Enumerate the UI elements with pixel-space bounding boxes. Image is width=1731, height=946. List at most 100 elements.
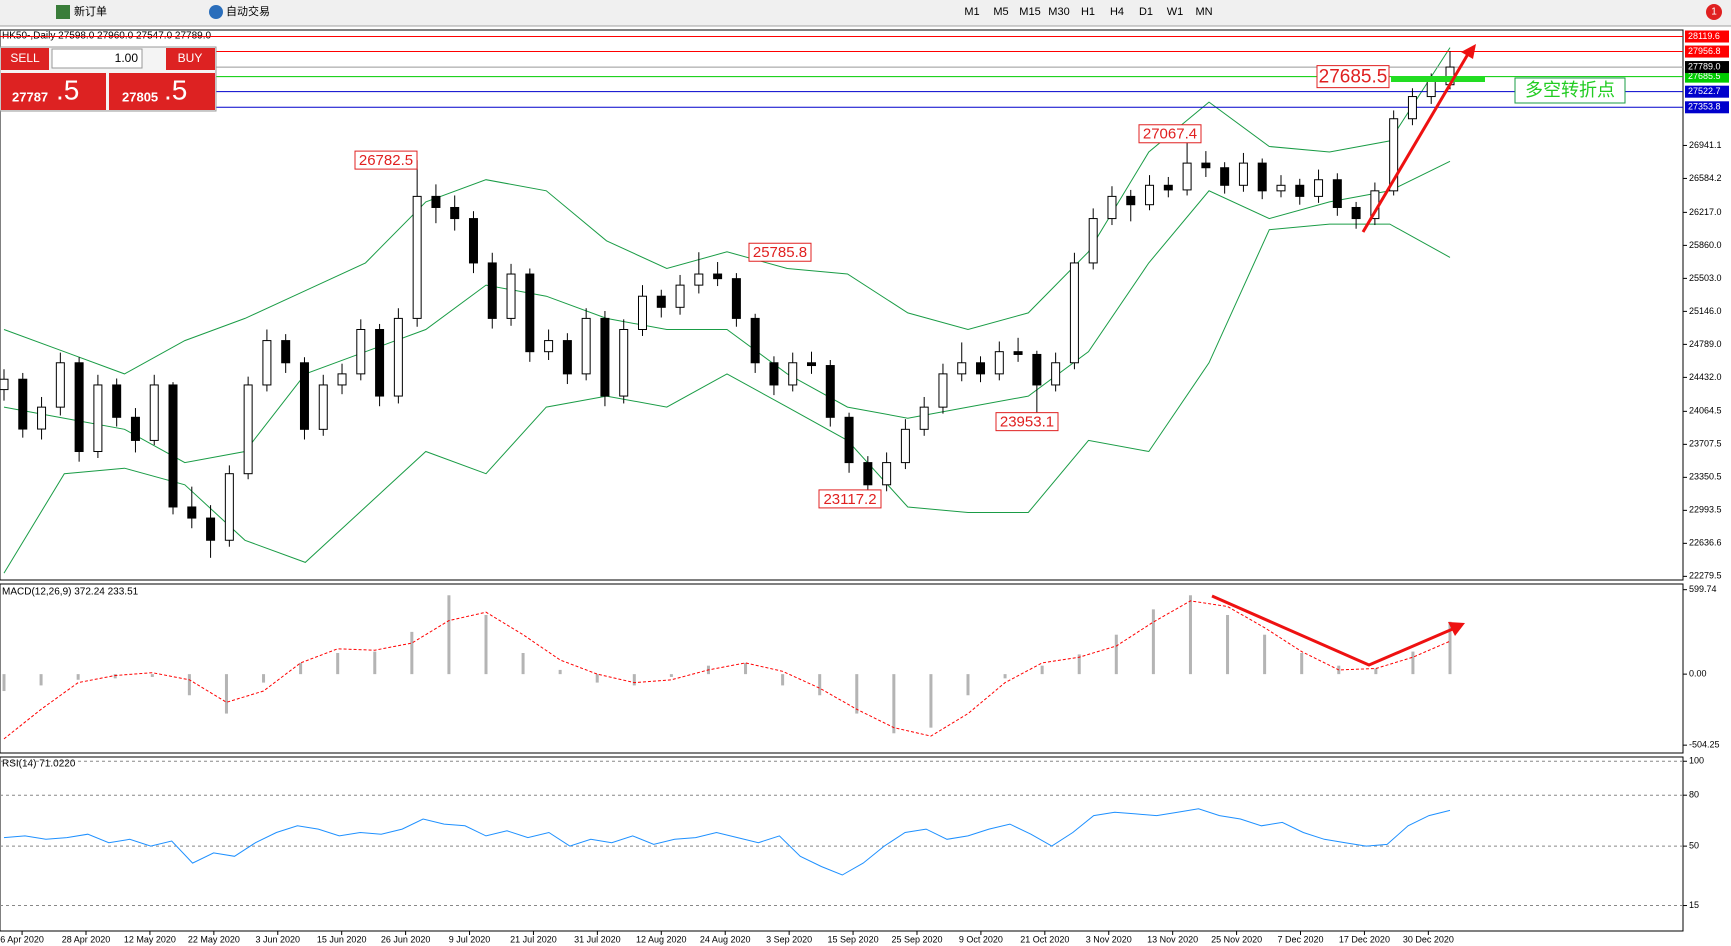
timeframe-button[interactable]: M5: [993, 6, 1008, 18]
x-tick-label: 9 Jul 2020: [449, 934, 491, 944]
price-level-label: 27956.8: [1688, 46, 1721, 56]
candle-body: [1295, 184, 1305, 197]
ask-box[interactable]: [109, 73, 215, 110]
macd-bar: [818, 674, 822, 696]
timeframe-button[interactable]: M15: [1019, 6, 1040, 18]
timeframe-button[interactable]: W1: [1167, 6, 1184, 18]
candle-body: [1088, 218, 1098, 264]
x-tick-label: 9 Oct 2020: [959, 934, 1003, 944]
candle-body: [206, 517, 216, 541]
rsi-line: [3, 808, 1451, 876]
candle-body: [318, 384, 328, 430]
timeframe-button[interactable]: M30: [1048, 6, 1069, 18]
timeframe-button[interactable]: MN: [1195, 6, 1212, 18]
x-tick-label: 3 Jun 2020: [255, 934, 300, 944]
candle-body: [994, 351, 1004, 375]
price-level-label: 27522.7: [1688, 86, 1721, 96]
rsi-title: RSI(14) 71.0220: [2, 759, 76, 770]
candle-body: [675, 284, 685, 308]
x-tick-label: 25 Sep 2020: [891, 934, 942, 944]
sell-label[interactable]: SELL: [10, 51, 40, 65]
candle-body: [788, 362, 798, 386]
autotrade-button[interactable]: 自动交易: [226, 4, 270, 18]
x-tick-label: 17 Dec 2020: [1339, 934, 1390, 944]
volume-value[interactable]: 1.00: [115, 51, 139, 65]
notification-badge[interactable]: [1706, 4, 1722, 20]
candle-body: [581, 317, 591, 375]
rsi-pane: [0, 756, 1684, 932]
candle-body: [55, 362, 65, 408]
y-tick-label: 24064.5: [1689, 406, 1722, 416]
bid-box[interactable]: [1, 73, 106, 110]
y-tick-label: 25503.0: [1689, 273, 1722, 283]
timeframe-button[interactable]: H4: [1110, 6, 1124, 18]
new-order-icon[interactable]: [56, 5, 70, 19]
buy-label[interactable]: BUY: [178, 51, 203, 65]
candle-body: [769, 362, 779, 386]
timeframe-button[interactable]: M1: [964, 6, 979, 18]
candle-body: [1126, 195, 1136, 206]
ask-main[interactable]: 27805: [122, 89, 158, 104]
timeframe-bar: M1 M5 M15 M30 H1 H4 D1 W1 MN: [964, 6, 1212, 18]
x-tick-label: 3 Sep 2020: [766, 934, 812, 944]
candle-body: [1238, 162, 1248, 186]
y-tick-label: 25146.0: [1689, 306, 1722, 316]
candle-body: [168, 384, 178, 508]
macd-bar: [521, 653, 525, 675]
volume-input[interactable]: [51, 48, 143, 69]
macd-bar: [1300, 653, 1304, 675]
price-level-tag: [1685, 45, 1729, 58]
notification-count[interactable]: 1: [1711, 7, 1717, 18]
macd-bar: [929, 674, 933, 728]
timeframe-button[interactable]: H1: [1081, 6, 1095, 18]
price-label: 25785.8: [753, 244, 807, 261]
buy-button[interactable]: [166, 48, 215, 70]
macd-title: MACD(12,26,9) 372.24 233.51: [2, 587, 139, 598]
ask-frac[interactable]: .5: [164, 74, 187, 105]
x-tick-label: 24 Aug 2020: [700, 934, 751, 944]
y-tick-label: 22636.6: [1689, 538, 1722, 548]
macd-bar: [595, 674, 599, 683]
candle-body: [506, 273, 516, 319]
macd-bar: [744, 662, 748, 675]
macd-bar: [410, 631, 414, 675]
candle-body: [600, 317, 610, 397]
toolbar: [0, 0, 1731, 26]
candle-body: [844, 416, 854, 464]
price-label: 27685.5: [1319, 67, 1388, 88]
candle-body: [1163, 184, 1173, 191]
bid-main[interactable]: 27787: [12, 89, 48, 104]
current-price-label: 27789.0: [1688, 61, 1721, 71]
price-label-box: [1138, 124, 1202, 144]
macd-bar: [447, 595, 451, 675]
y-tick-label: 26941.1: [1689, 140, 1722, 150]
macd-bar: [1151, 609, 1155, 675]
candle-body: [1407, 96, 1417, 120]
new-order-button[interactable]: 新订单: [74, 4, 107, 18]
bid-frac[interactable]: .5: [56, 74, 79, 105]
candle-body: [74, 362, 84, 453]
autotrade-icon[interactable]: [209, 5, 223, 19]
y-tick-label: 25860.0: [1689, 240, 1722, 250]
timeframe-button[interactable]: D1: [1139, 6, 1153, 18]
candle-body: [544, 340, 554, 353]
y-tick-label: 15: [1689, 900, 1699, 910]
macd-bar: [484, 614, 488, 675]
candle-body: [1332, 179, 1342, 208]
x-tick-label: 31 Jul 2020: [574, 934, 621, 944]
macd-bar: [1448, 621, 1452, 675]
candle-body: [1220, 167, 1230, 186]
macd-arrow-head: [1448, 622, 1465, 636]
y-tick-label: 80: [1689, 790, 1699, 800]
y-tick-label: -504.25: [1689, 740, 1720, 750]
price-label-box: [995, 412, 1059, 432]
price-label: 23117.2: [823, 491, 876, 508]
candle-body: [900, 428, 910, 464]
candle-body: [281, 340, 291, 364]
macd-bar: [2, 674, 6, 692]
chart-marks: 26941.1 26584.2 26217.0 25860.0 25503.0 25146…: [0, 30, 1729, 944]
candle-body: [337, 373, 347, 386]
sell-button[interactable]: [1, 48, 49, 70]
candle-body: [713, 273, 723, 280]
candle-body: [562, 340, 572, 375]
